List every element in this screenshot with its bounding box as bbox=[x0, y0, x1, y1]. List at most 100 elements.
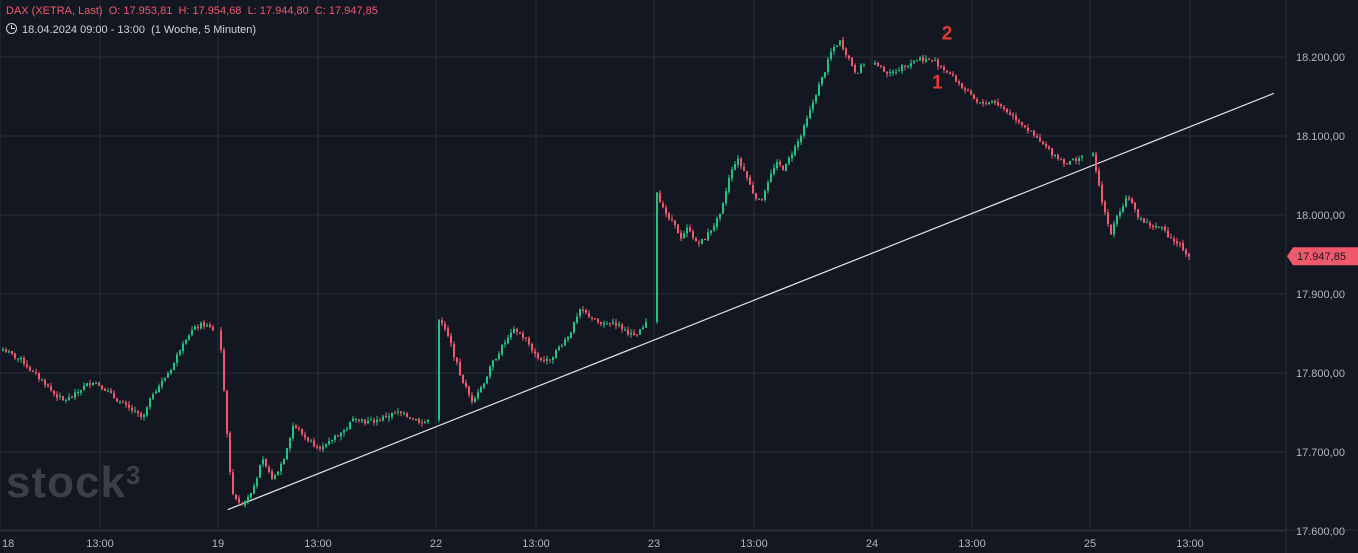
candle bbox=[441, 320, 443, 324]
candle bbox=[107, 390, 109, 392]
period-label: (1 Woche, 5 Minuten) bbox=[151, 24, 257, 36]
y-tick-label: 18.200,00 bbox=[1296, 52, 1345, 64]
candle bbox=[367, 420, 369, 424]
candle bbox=[1170, 237, 1172, 239]
candle bbox=[373, 419, 375, 423]
candle bbox=[337, 435, 339, 437]
candle bbox=[331, 440, 333, 442]
candle bbox=[943, 66, 945, 70]
candle bbox=[507, 337, 509, 344]
candle bbox=[226, 390, 228, 434]
candle bbox=[564, 339, 566, 346]
candle bbox=[456, 357, 458, 363]
candle bbox=[1069, 161, 1071, 165]
candle bbox=[570, 332, 572, 338]
candle bbox=[1098, 170, 1100, 186]
candle bbox=[546, 358, 548, 361]
candle bbox=[98, 382, 100, 386]
candle bbox=[979, 102, 981, 104]
x-tick-label: 13:00 bbox=[86, 538, 114, 550]
candle bbox=[474, 398, 476, 403]
candle bbox=[68, 397, 70, 401]
candle bbox=[1057, 154, 1059, 159]
candle bbox=[477, 392, 479, 399]
candle bbox=[851, 57, 853, 66]
candle bbox=[355, 418, 357, 420]
candle bbox=[379, 420, 381, 422]
candle bbox=[188, 335, 190, 340]
candle bbox=[501, 344, 503, 355]
candle bbox=[1152, 225, 1154, 228]
y-tick-label: 18.100,00 bbox=[1296, 131, 1345, 143]
candle bbox=[403, 412, 405, 414]
candle bbox=[573, 322, 575, 333]
candle bbox=[1006, 109, 1008, 113]
candle bbox=[1131, 198, 1133, 204]
candle bbox=[83, 385, 85, 390]
candle bbox=[492, 360, 494, 368]
y-axis[interactable]: 18.200,00 18.100,00 18.000,00 17.900,00 17.8… bbox=[1296, 52, 1345, 538]
candle bbox=[14, 353, 16, 358]
candle bbox=[1045, 143, 1047, 147]
candle bbox=[471, 395, 473, 402]
candle bbox=[958, 81, 960, 84]
y-tick-label: 17.600,00 bbox=[1296, 526, 1345, 538]
open-value: O: 17.953,81 bbox=[108, 5, 173, 17]
x-tick-label: 19 bbox=[212, 538, 224, 550]
candle bbox=[812, 102, 814, 110]
candle bbox=[949, 72, 951, 74]
candle bbox=[821, 76, 823, 85]
candle bbox=[800, 135, 802, 142]
candle bbox=[149, 398, 151, 408]
candle bbox=[662, 203, 664, 208]
candle bbox=[191, 330, 193, 335]
candle bbox=[259, 465, 261, 478]
candle bbox=[1051, 148, 1053, 156]
candle bbox=[77, 392, 79, 394]
candle bbox=[1072, 159, 1074, 161]
candle bbox=[47, 384, 49, 387]
candle bbox=[334, 435, 336, 440]
candle bbox=[325, 444, 327, 447]
candle bbox=[1164, 226, 1166, 231]
candle bbox=[907, 65, 909, 67]
candle bbox=[1081, 155, 1083, 158]
candle bbox=[44, 380, 46, 386]
candle bbox=[1125, 198, 1127, 207]
candle bbox=[776, 161, 778, 169]
last-price-tag bbox=[1287, 247, 1358, 266]
candle bbox=[621, 324, 623, 330]
candle bbox=[35, 372, 37, 374]
candle bbox=[307, 437, 309, 441]
candle bbox=[988, 102, 990, 104]
candle bbox=[1009, 112, 1011, 115]
x-axis[interactable]: 18 13:00 19 13:00 22 13:00 23 13:00 24 13:00 25 13:… bbox=[2, 538, 1204, 550]
candle bbox=[152, 394, 154, 399]
candle bbox=[1021, 122, 1023, 125]
candle bbox=[122, 401, 124, 403]
candle bbox=[591, 317, 593, 319]
candle bbox=[346, 428, 348, 430]
candle bbox=[609, 323, 611, 325]
y-tick-label: 17.700,00 bbox=[1296, 447, 1345, 459]
candle bbox=[388, 416, 390, 418]
candle bbox=[955, 75, 957, 82]
candle bbox=[465, 382, 467, 387]
candle bbox=[256, 478, 258, 487]
candle bbox=[1018, 120, 1020, 123]
candle bbox=[704, 238, 706, 240]
candle bbox=[1048, 146, 1050, 149]
clock-icon bbox=[6, 23, 17, 34]
candle bbox=[62, 395, 64, 400]
candle bbox=[462, 374, 464, 384]
candle bbox=[773, 167, 775, 174]
candle bbox=[32, 370, 34, 372]
candle bbox=[397, 411, 399, 413]
candle bbox=[528, 338, 530, 345]
close-value: C: 17.947,85 bbox=[314, 5, 378, 17]
x-tick-label: 13:00 bbox=[522, 538, 550, 550]
candle bbox=[343, 430, 345, 433]
candle bbox=[928, 58, 930, 60]
candle bbox=[624, 329, 626, 331]
